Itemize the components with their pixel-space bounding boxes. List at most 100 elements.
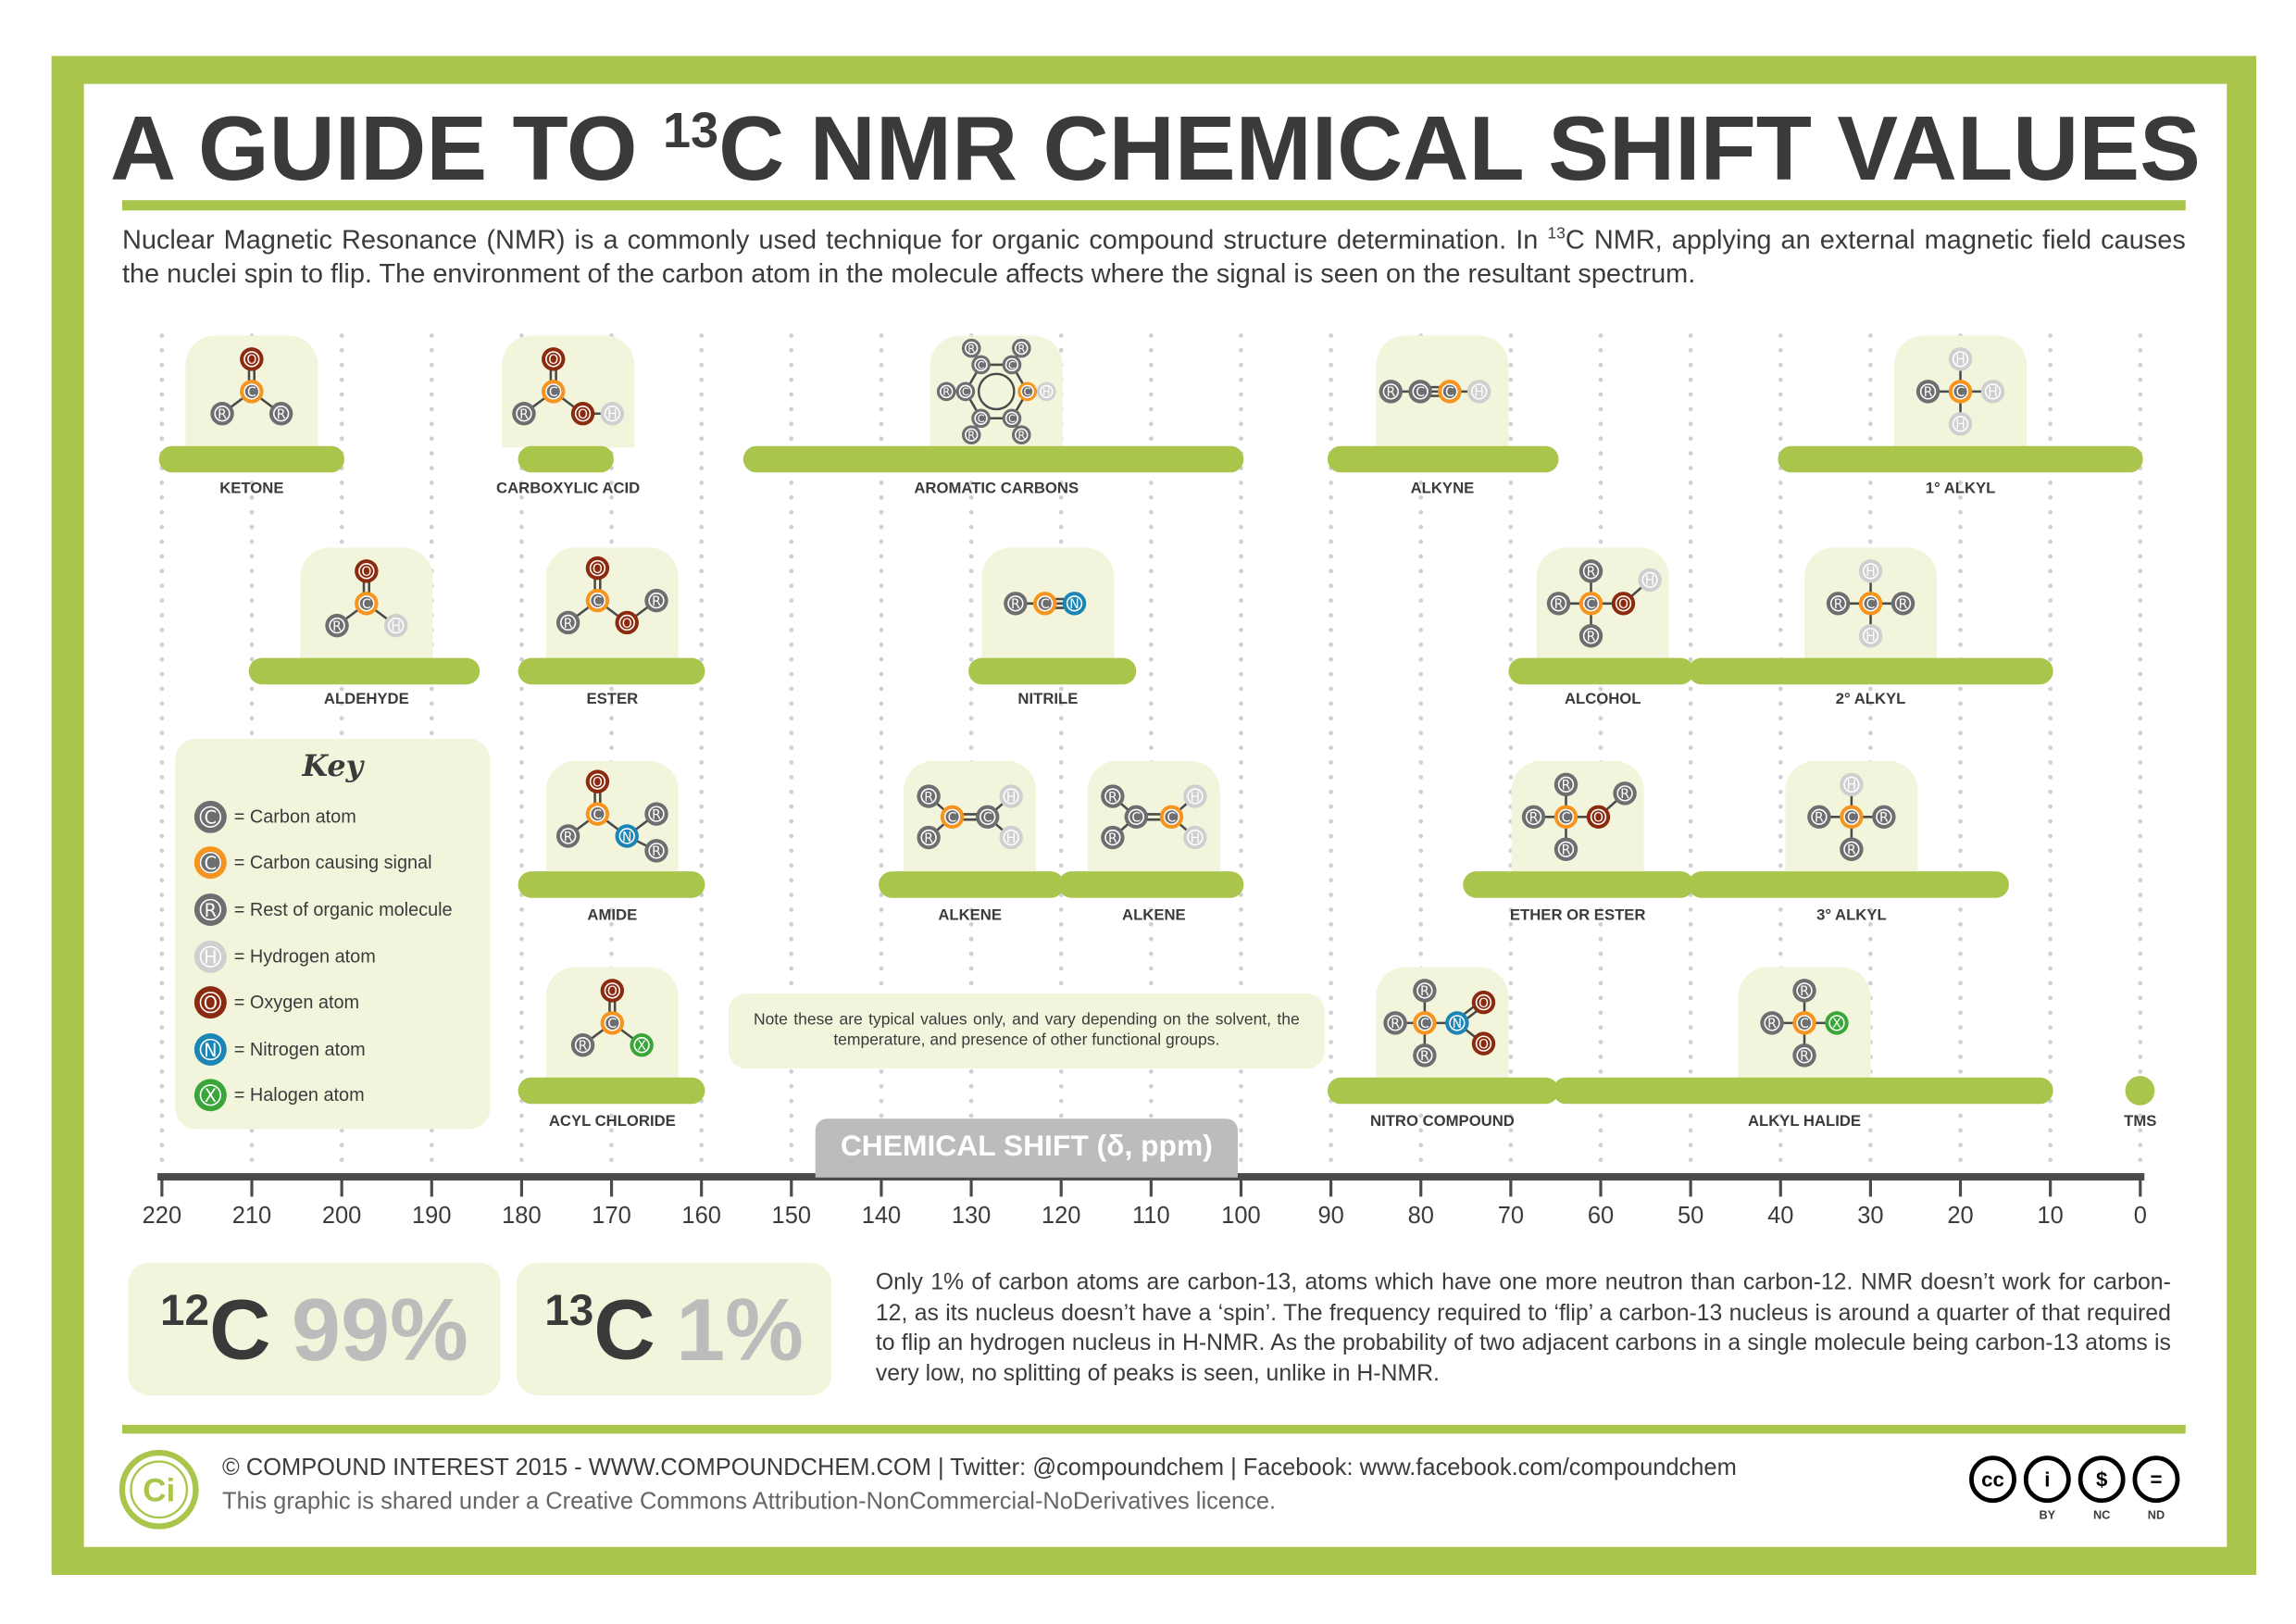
atom-signal-carbon-icon: C xyxy=(1438,380,1462,404)
footer-license: This graphic is shared under a Creative … xyxy=(222,1489,1277,1515)
atom-signal-carbon-icon: C xyxy=(542,380,566,404)
range-label: ALDEHYDE xyxy=(323,690,409,708)
atom-r-group-icon: R xyxy=(1011,425,1031,445)
key-item: H = Hydrogen atom xyxy=(193,939,376,974)
atom-signal-carbon-icon: C xyxy=(1792,1011,1816,1035)
title-superscript: 13 xyxy=(662,103,719,159)
key-label: = Carbon atom xyxy=(233,806,356,828)
svg-text:X: X xyxy=(637,1039,646,1054)
svg-text:R: R xyxy=(277,407,286,422)
svg-text:R: R xyxy=(652,807,661,822)
atom-signal-carbon-icon: C xyxy=(1948,380,1973,404)
atom-r-group-icon: R xyxy=(268,401,293,426)
key-label: = Carbon causing signal xyxy=(233,852,432,873)
key-item: N = Nitrogen atom xyxy=(193,1031,366,1067)
svg-text:R: R xyxy=(1562,843,1571,858)
atom-carbon-icon: C xyxy=(971,355,991,375)
atom-r-group-icon: R xyxy=(1792,979,1816,1003)
svg-text:R: R xyxy=(1620,787,1629,802)
range-bar xyxy=(743,445,1244,473)
atom-halogen-icon: X xyxy=(193,1079,227,1112)
key-atom-signal-carbon-icon: C xyxy=(193,846,227,880)
svg-text:C: C xyxy=(362,597,371,612)
footer-divider xyxy=(121,1424,2186,1434)
key-item: X = Halogen atom xyxy=(193,1078,365,1113)
svg-text:O: O xyxy=(1618,597,1628,612)
svg-text:H: H xyxy=(607,407,618,422)
atom-oxygen-icon: O xyxy=(600,979,625,1003)
x-tick-label: 100 xyxy=(1221,1204,1261,1230)
svg-text:R: R xyxy=(1847,843,1856,858)
svg-text:C: C xyxy=(1416,385,1425,400)
atom-hydrogen-icon: H xyxy=(1183,825,1207,850)
atom-r-group-icon: R xyxy=(1760,1011,1784,1035)
svg-text:C: C xyxy=(1866,597,1876,612)
svg-text:R: R xyxy=(205,900,217,921)
svg-text:R: R xyxy=(924,831,933,846)
explanation-paragraph: Only 1% of carbon atoms are carbon-13, a… xyxy=(875,1269,2171,1387)
atom-signal-carbon-icon: C xyxy=(355,592,379,616)
key-item: C = Carbon causing signal xyxy=(193,845,432,881)
key-atom-r-group-icon: R xyxy=(193,893,227,926)
svg-text:O: O xyxy=(593,562,603,577)
svg-text:O: O xyxy=(204,993,218,1014)
abundance: 99% xyxy=(291,1280,468,1379)
range-label: ESTER xyxy=(586,690,639,708)
range-label: ACYL CHLORIDE xyxy=(548,1112,676,1131)
atom-r-group-icon: R xyxy=(644,802,668,826)
atom-oxygen-icon: O xyxy=(1471,990,1496,1015)
x-tick-label: 50 xyxy=(1677,1204,1704,1230)
molecule-ester: O C R O R xyxy=(555,556,668,635)
atom-r-group-icon: R xyxy=(1915,380,1940,404)
atom-hydrogen-icon: H xyxy=(383,613,408,638)
atom-oxygen-icon: O xyxy=(1471,1031,1496,1056)
svg-text:R: R xyxy=(1017,342,1025,355)
range-bar xyxy=(518,871,705,898)
atom-r-group-icon: R xyxy=(1554,837,1578,861)
x-tick-label: 90 xyxy=(1317,1204,1344,1230)
x-tick-label: 130 xyxy=(951,1204,992,1230)
atom-hydrogen-icon: H xyxy=(1948,412,1973,436)
svg-text:C: C xyxy=(205,853,217,874)
molecule-aldehyde: O C R H xyxy=(325,559,408,638)
title-suffix: C NMR CHEMICAL SHIFT VALUES xyxy=(718,98,2201,201)
molecule-ether: C R O R R R xyxy=(1521,772,1637,861)
svg-text:R: R xyxy=(1391,1017,1400,1031)
range-label: ALKENE xyxy=(938,906,1002,925)
logo-text: Ci xyxy=(143,1473,175,1509)
atom-r-group-icon: R xyxy=(1890,592,1915,616)
atom-r-group-icon: R xyxy=(1613,781,1637,806)
range-bar xyxy=(248,657,480,685)
svg-text:H: H xyxy=(1866,565,1876,580)
atom-r-group-icon: R xyxy=(555,610,580,635)
x-tick-label: 140 xyxy=(861,1204,902,1230)
x-tick-label: 200 xyxy=(321,1204,362,1230)
atom-signal-carbon-icon: C xyxy=(1858,592,1883,616)
intro-superscript: 13 xyxy=(1547,225,1566,244)
atom-r-group-icon: R xyxy=(1521,805,1546,830)
atom-r-group-icon: R xyxy=(936,381,956,402)
atom-hydrogen-icon: H xyxy=(999,784,1023,808)
svg-text:H: H xyxy=(204,947,217,968)
atom-r-group-icon: R xyxy=(961,338,981,358)
atom-r-group-icon: R xyxy=(1011,338,1031,358)
molecule-card: C R R H R xyxy=(1785,760,1918,873)
atom-oxygen-icon: O xyxy=(585,769,610,793)
atom-nitrogen-icon: N xyxy=(193,1032,227,1066)
atom-r-group-icon: R xyxy=(1578,559,1603,583)
range-label: AMIDE xyxy=(587,906,638,925)
svg-text:C: C xyxy=(1562,811,1571,826)
license-label: ND xyxy=(2147,1508,2165,1522)
svg-text:C: C xyxy=(1587,597,1596,612)
atom-r-group-icon: R xyxy=(193,893,227,926)
molecule-amide: O C R N R R xyxy=(555,769,668,863)
x-tick-label: 60 xyxy=(1587,1204,1615,1230)
atom-signal-carbon-icon: C xyxy=(940,805,965,830)
svg-text:R: R xyxy=(332,619,342,634)
svg-text:C: C xyxy=(1167,811,1177,826)
key-atom-oxygen-icon: O xyxy=(193,986,227,1019)
atom-oxygen-icon: O xyxy=(570,401,595,426)
atom-hydrogen-icon: H xyxy=(1858,559,1883,583)
